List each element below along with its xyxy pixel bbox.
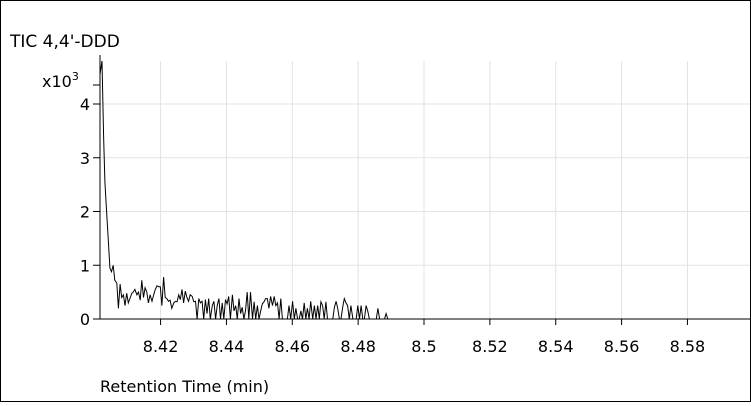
chart-title: TIC 4,4'-DDD — [9, 32, 120, 52]
axes — [93, 55, 750, 320]
y-tick-label: 4 — [80, 95, 90, 114]
y-tick-label: 3 — [80, 149, 90, 168]
y-tick-label: 1 — [80, 256, 90, 275]
x-tick-label: 8.58 — [670, 337, 706, 356]
y-tick-label: 0 — [80, 310, 90, 329]
x-tick-label: 8.44 — [209, 337, 245, 356]
y-multiplier-exponent: 3 — [72, 70, 79, 83]
x-tick-label: 8.56 — [604, 337, 640, 356]
y-multiplier-label: x103 — [42, 70, 79, 91]
x-tick-label: 8.5 — [411, 337, 436, 356]
x-tick-label: 8.52 — [472, 337, 508, 356]
series-line — [99, 60, 750, 320]
x-tick-label: 8.42 — [143, 337, 179, 356]
y-axis-ticks: 0 1 2 3 4 — [80, 95, 100, 329]
series-group — [99, 60, 750, 320]
x-tick-label: 8.54 — [538, 337, 574, 356]
x-tick-label: 8.48 — [340, 337, 376, 356]
x-axis-label: Retention Time (min) — [100, 377, 269, 396]
x-tick-label: 8.46 — [274, 337, 310, 356]
y-tick-label: 2 — [80, 203, 90, 222]
y-multiplier-base: x10 — [42, 72, 72, 91]
x-axis-ticks: 8.42 8.44 8.46 8.48 8.5 8.52 8.54 8.56 8.58 — [143, 319, 705, 356]
grid-lines — [100, 61, 750, 320]
